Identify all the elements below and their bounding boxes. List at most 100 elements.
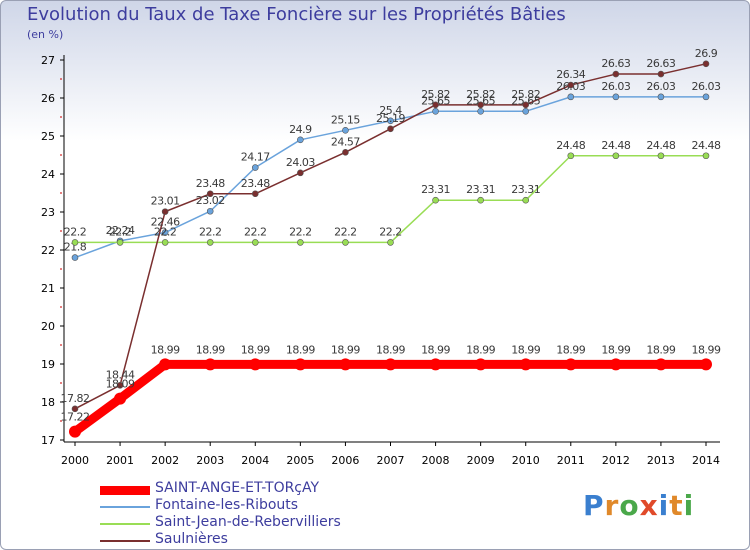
data-label: 22.2 [289, 225, 312, 238]
data-label: 18.99 [601, 343, 630, 356]
data-point [251, 164, 259, 171]
y-tick-label: 23 [41, 206, 55, 219]
data-label: 25.82 [511, 88, 540, 101]
y-tick-label: 25 [41, 130, 55, 143]
data-label: 25.65 [466, 94, 495, 107]
data-label: 25.82 [421, 88, 450, 101]
data-label: 24.17 [241, 151, 270, 164]
data-point [519, 358, 532, 371]
x-tick-label: 2014 [692, 454, 720, 467]
data-point [294, 358, 307, 371]
x-tick-label: 2002 [151, 454, 179, 467]
data-point [206, 239, 214, 246]
data-point [702, 60, 710, 68]
chart-title: Evolution du Taux de Taxe Foncière sur l… [27, 4, 566, 25]
data-label: 18.99 [241, 343, 270, 356]
logo-letter: r [604, 489, 620, 522]
x-tick-label: 2005 [286, 454, 314, 467]
data-label: 18.99 [376, 343, 405, 356]
data-point [297, 239, 304, 246]
y-tick-label: 26 [41, 92, 55, 105]
data-label: 17.22 [61, 411, 90, 424]
unit-label: (en %) [27, 28, 64, 41]
data-label: 24.48 [692, 139, 721, 152]
x-tick-label: 2007 [377, 454, 405, 467]
data-label: 18.44 [106, 368, 135, 381]
legend-swatch [100, 540, 150, 542]
data-point [297, 169, 304, 177]
y-tick-label: 17 [41, 434, 55, 447]
data-point [477, 196, 484, 204]
data-label: 18.99 [511, 343, 540, 356]
data-point [567, 81, 575, 89]
legend-swatch [100, 506, 150, 508]
data-label: 18.99 [286, 343, 315, 356]
data-label: 23.02 [196, 194, 225, 207]
data-label: 26.03 [601, 80, 630, 93]
data-label: 18.99 [196, 343, 225, 356]
data-label: 18.99 [151, 343, 180, 356]
data-label: 26.34 [556, 68, 585, 81]
data-label: 23.31 [466, 183, 495, 196]
y-tick-label: 27 [41, 54, 55, 67]
x-tick-label: 2008 [422, 454, 450, 467]
data-point [71, 254, 79, 261]
y-tick-label: 20 [41, 320, 55, 333]
data-point [477, 101, 484, 109]
data-point [522, 196, 530, 204]
data-label: 25.65 [511, 94, 540, 107]
logo-letter: i [658, 489, 670, 522]
data-label: 18.99 [556, 343, 585, 356]
data-label: 23.31 [511, 183, 540, 196]
data-point [612, 93, 620, 101]
data-point [700, 358, 712, 371]
data-point [116, 381, 124, 389]
data-label: 24.03 [286, 156, 315, 169]
data-label: 25.4 [379, 104, 402, 117]
data-point [612, 152, 620, 160]
data-point [114, 392, 127, 405]
data-point [297, 136, 304, 144]
x-tick-label: 2003 [196, 454, 224, 467]
data-point [384, 358, 397, 371]
x-tick-label: 2010 [512, 454, 540, 467]
data-label: 26.9 [695, 47, 718, 60]
data-point [159, 358, 172, 371]
y-tick-label: 21 [41, 282, 55, 295]
data-point [71, 239, 79, 246]
legend-label: Saulnières [155, 531, 228, 547]
data-point [567, 152, 575, 160]
data-label: 18.99 [331, 343, 360, 356]
data-label: 25.19 [376, 112, 405, 125]
data-point [657, 152, 665, 160]
data-label: 22.2 [154, 225, 177, 238]
y-tick-label: 24 [41, 168, 55, 181]
data-point [567, 93, 575, 101]
data-point [339, 358, 352, 371]
data-point [71, 405, 79, 413]
data-label: 17.82 [61, 392, 90, 405]
data-label: 18.99 [466, 343, 495, 356]
x-tick-label: 2000 [61, 454, 89, 467]
data-point [702, 152, 710, 160]
data-point [474, 358, 487, 371]
data-label: 24.57 [331, 135, 360, 148]
data-point [342, 127, 349, 134]
data-point [387, 239, 394, 246]
data-label: 26.03 [692, 80, 721, 93]
data-label: 22.46 [151, 216, 180, 229]
data-label: 18.99 [421, 343, 450, 356]
data-point [161, 208, 169, 215]
data-label: 25.15 [331, 113, 360, 126]
logo-letter: o [619, 489, 640, 522]
logo-letter: x [639, 489, 659, 522]
data-label: 23.01 [151, 195, 180, 208]
y-tick-label: 19 [41, 358, 55, 371]
data-label: 25.65 [421, 94, 450, 107]
legend-swatch [100, 523, 150, 525]
data-label: 25.82 [466, 88, 495, 101]
legend-label: SAINT-ANGE-ET-TORçAY [155, 480, 320, 496]
data-point [657, 70, 665, 78]
